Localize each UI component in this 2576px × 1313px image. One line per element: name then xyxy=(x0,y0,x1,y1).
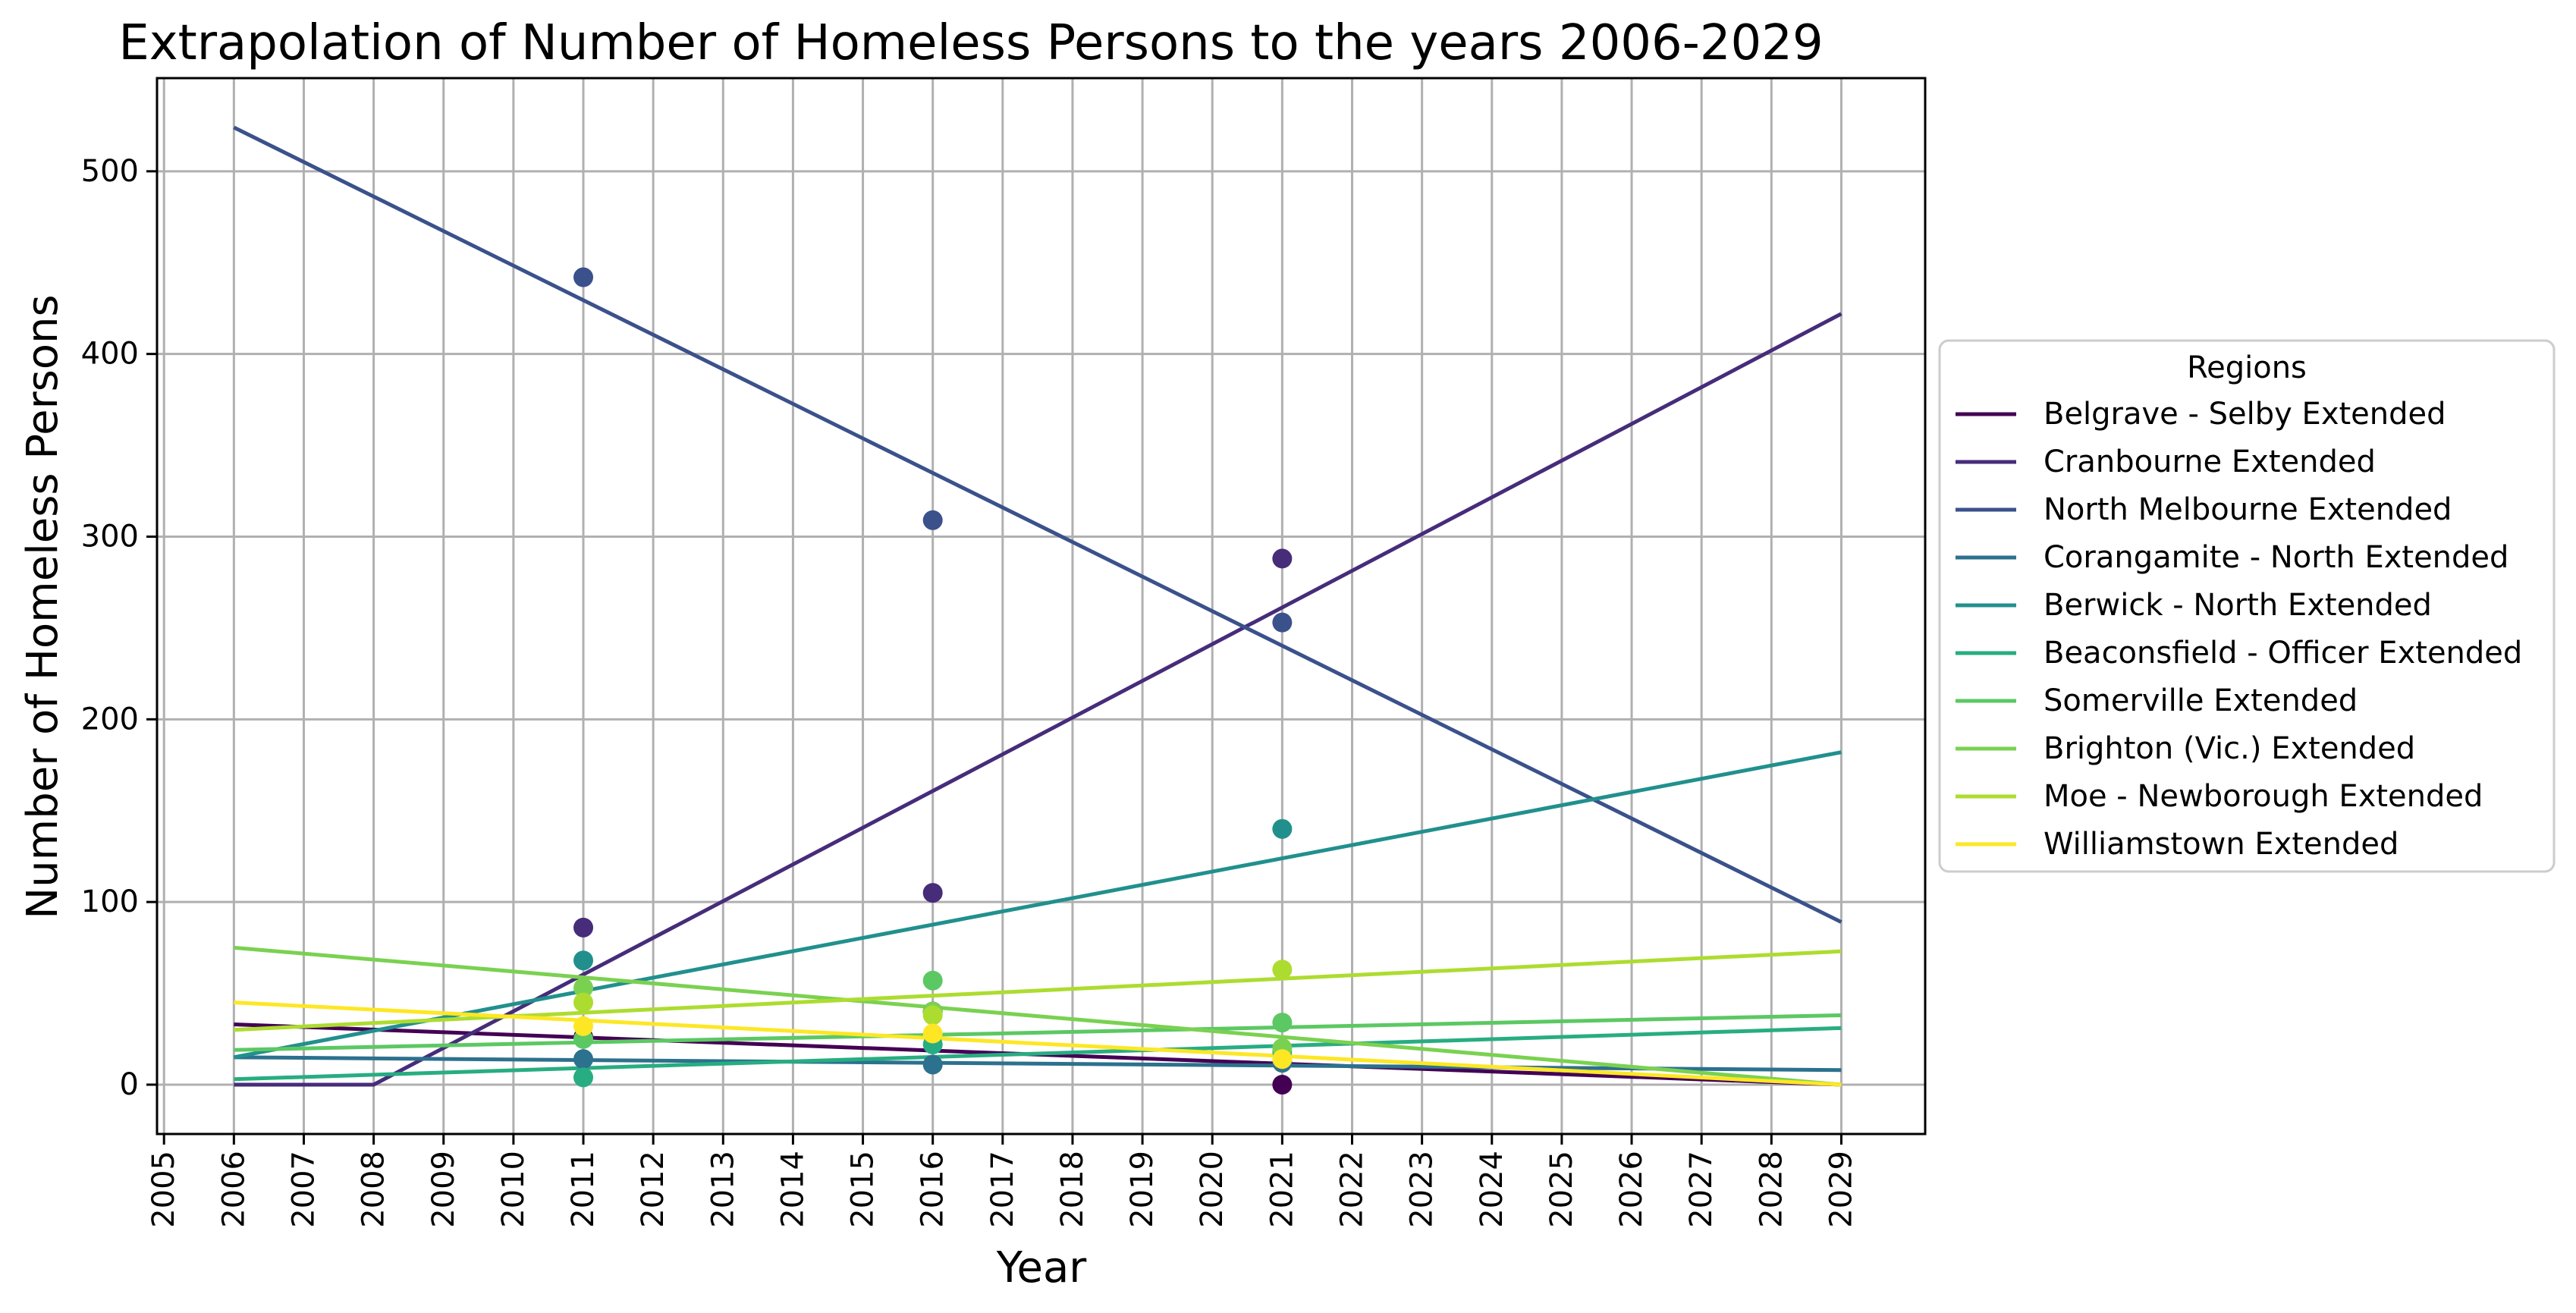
plot-frame xyxy=(156,77,1927,1136)
legend-label-2: North Melbourne Extended xyxy=(2044,492,2452,527)
x-tick-label: 2014 xyxy=(775,1151,810,1228)
legend-label-5: Beaconsfield - Officer Extended xyxy=(2044,636,2522,671)
data-point-0-2 xyxy=(1272,1074,1293,1095)
x-tick-label: 2023 xyxy=(1405,1151,1440,1228)
data-point-9-2 xyxy=(1272,1049,1293,1070)
y-tick-label: 100 xyxy=(81,884,139,919)
y-tick-label: 400 xyxy=(81,337,139,372)
data-point-5-0 xyxy=(573,1067,594,1088)
x-tick-label: 2007 xyxy=(286,1151,321,1228)
x-tick-label: 2018 xyxy=(1055,1151,1090,1228)
data-point-6-1 xyxy=(922,970,943,991)
x-tick-label: 2015 xyxy=(846,1151,881,1228)
series-line-5 xyxy=(234,1026,1842,1082)
legend-label-6: Somerville Extended xyxy=(2044,683,2358,718)
x-tick-label: 2006 xyxy=(216,1151,251,1228)
data-point-8-2 xyxy=(1272,960,1293,980)
data-point-1-2 xyxy=(1272,548,1293,569)
x-tick-label: 2011 xyxy=(566,1151,601,1228)
legend-label-0: Belgrave - Selby Extended xyxy=(2044,397,2446,432)
y-tick-label: 300 xyxy=(81,519,139,554)
y-tick-label: 0 xyxy=(120,1067,139,1102)
legend-title: Regions xyxy=(2187,350,2307,385)
series-lines xyxy=(233,125,1842,1087)
data-point-3-1 xyxy=(922,1054,943,1075)
x-tick-label: 2021 xyxy=(1264,1151,1299,1228)
legend: Regions Belgrave - Selby Extended Cranbou… xyxy=(1938,339,2556,873)
x-tick-label: 2029 xyxy=(1824,1151,1858,1228)
x-tick-label: 2013 xyxy=(705,1151,740,1228)
x-tick-label: 2020 xyxy=(1195,1151,1230,1228)
grid xyxy=(157,78,1925,1134)
x-tick-label: 2010 xyxy=(496,1151,531,1228)
y-axis-label: Number of Homeless Persons xyxy=(18,294,68,919)
x-tick-label: 2025 xyxy=(1544,1151,1579,1228)
data-point-9-1 xyxy=(922,1023,943,1044)
data-point-1-0 xyxy=(573,917,594,938)
legend-label-3: Corangamite - North Extended xyxy=(2044,540,2508,575)
series-line-6 xyxy=(234,1013,1842,1052)
series-line-9 xyxy=(234,1000,1842,1087)
x-axis: 2005 2006 2007 2008 2009 2010 2011 2012 2013 2014… xyxy=(146,1134,1858,1228)
y-tick-label: 500 xyxy=(81,154,139,189)
legend-box xyxy=(1938,339,2556,873)
x-tick-label: 2024 xyxy=(1475,1151,1509,1228)
legend-label-4: Berwick - North Extended xyxy=(2044,588,2432,623)
x-tick-label: 2008 xyxy=(357,1151,391,1228)
data-point-8-0 xyxy=(573,992,594,1013)
legend-label-8: Moe - Newborough Extended xyxy=(2044,779,2483,814)
x-tick-label: 2009 xyxy=(426,1151,461,1228)
data-point-6-2 xyxy=(1272,1013,1293,1033)
series-line-3 xyxy=(234,1055,1842,1073)
data-point-2-2 xyxy=(1272,612,1293,633)
x-tick-label: 2017 xyxy=(985,1151,1020,1228)
x-tick-label: 2022 xyxy=(1334,1151,1369,1228)
x-axis-label: Year xyxy=(996,1243,1088,1293)
x-tick-label: 2016 xyxy=(916,1151,950,1228)
legend-label-7: Brighton (Vic.) Extended xyxy=(2044,731,2415,766)
x-tick-label: 2019 xyxy=(1125,1151,1160,1228)
data-point-2-1 xyxy=(922,510,943,530)
x-tick-label: 2027 xyxy=(1684,1151,1719,1228)
data-point-2-0 xyxy=(573,267,594,287)
y-axis: 0 100 200 300 400 500 xyxy=(81,154,157,1102)
data-point-9-0 xyxy=(573,1016,594,1036)
series-line-7 xyxy=(234,945,1842,1087)
data-point-7-0 xyxy=(573,978,594,998)
data-point-3-0 xyxy=(573,1049,594,1070)
x-tick-label: 2012 xyxy=(636,1151,671,1228)
series-line-2 xyxy=(233,125,1842,924)
data-point-4-2 xyxy=(1272,818,1293,839)
y-tick-label: 200 xyxy=(81,702,139,737)
x-tick-label: 2028 xyxy=(1754,1151,1789,1228)
data-point-1-1 xyxy=(922,883,943,903)
x-tick-label: 2005 xyxy=(146,1151,181,1228)
data-point-8-1 xyxy=(922,1005,943,1026)
series-line-4 xyxy=(233,750,1842,1060)
series-line-1 xyxy=(234,312,1842,1087)
data-point-4-0 xyxy=(573,950,594,971)
legend-label-9: Williamstown Extended xyxy=(2044,827,2399,862)
legend-label-1: Cranbourne Extended xyxy=(2044,444,2376,479)
chart-title: Extrapolation of Number of Homeless Pers… xyxy=(118,15,1823,71)
x-tick-label: 2026 xyxy=(1614,1151,1649,1228)
series-points xyxy=(573,267,1293,1095)
